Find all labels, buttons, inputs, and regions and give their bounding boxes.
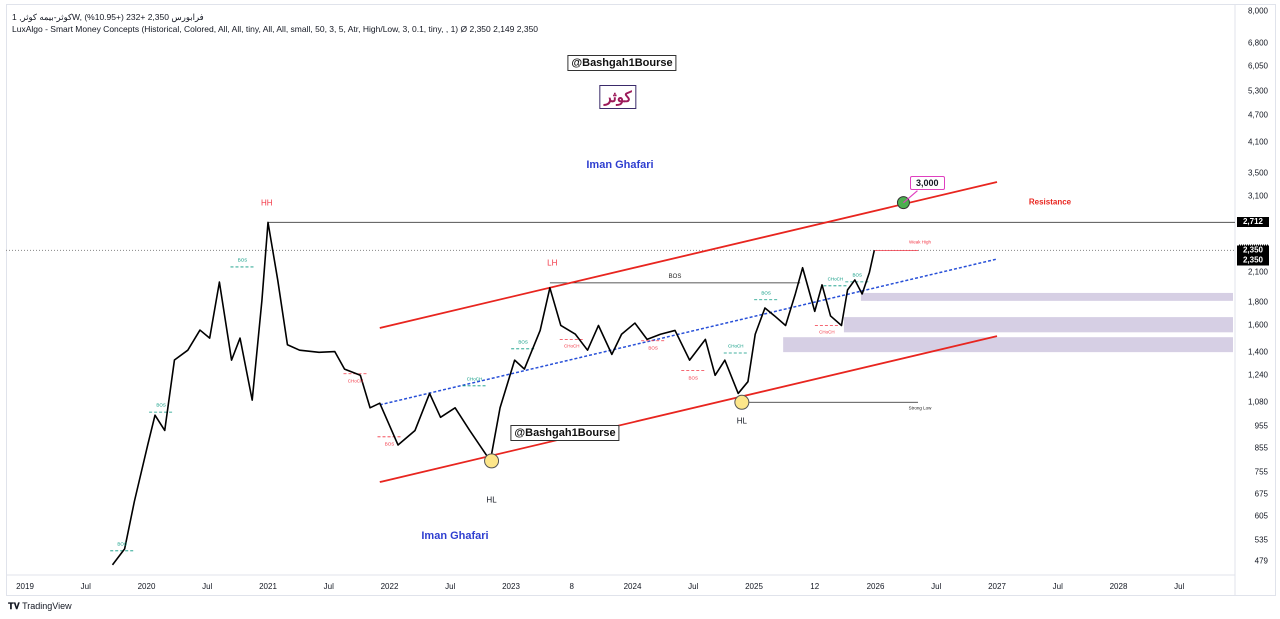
- resistance-label: Resistance: [1028, 197, 1072, 207]
- watermark-symbol: کوثر: [599, 85, 637, 109]
- structure-label-bos: BOS: [761, 290, 771, 296]
- structure-label-bos: BOS: [648, 345, 658, 351]
- watermark-handle-top: @Bashgah1Bourse: [567, 55, 677, 71]
- y-tick-label: 755: [1254, 467, 1268, 477]
- x-tick-label: 2021: [259, 582, 277, 591]
- x-tick-label: Jul: [688, 582, 699, 591]
- swing-label-lh: LH: [547, 258, 558, 268]
- structure-label-choch: CHoCH: [819, 329, 835, 335]
- price-tag-second: 2,350: [1242, 255, 1264, 265]
- watermark-author-bottom: Iman Ghafari: [421, 530, 489, 542]
- x-tick-label: 2023: [502, 582, 520, 591]
- weak-high-label: Weak High: [909, 239, 931, 245]
- swing-label-hl: HL: [486, 495, 497, 505]
- x-tick-label: 2024: [623, 582, 642, 591]
- symbol-legend[interactable]: کوثر-بیمه کوثر, 1W, فرابورس 2,350 +232 (…: [12, 12, 204, 23]
- strong-low-label: Strong Low: [908, 405, 932, 411]
- order-block-zone: [860, 292, 1233, 301]
- structure-label-bos: BOS: [518, 339, 528, 345]
- x-tick-label: 2025: [745, 582, 763, 591]
- swing-label-hl: HL: [736, 416, 747, 426]
- y-tick-label: 855: [1254, 443, 1268, 453]
- chart-frame: [6, 4, 1276, 596]
- y-tick-label: 6,800: [1247, 38, 1268, 48]
- x-tick-label: Jul: [323, 582, 334, 591]
- structure-label-bos: BOS: [688, 375, 699, 381]
- channel-bottom-trendline: [379, 335, 998, 483]
- structure-label-choch: CHoCH: [563, 343, 580, 349]
- indicator-values: Ø 2,350 2,149 2,350: [460, 24, 539, 34]
- y-tick-label: 5,300: [1247, 86, 1268, 96]
- price-line: [111, 221, 876, 566]
- y-tick-label: 2,100: [1247, 267, 1268, 277]
- channel-top-trendline: [379, 181, 998, 329]
- y-tick-label: 1,240: [1247, 370, 1268, 380]
- y-tick-label: 1,400: [1247, 347, 1268, 357]
- order-block-zone: [843, 317, 1233, 333]
- bos-label: BOS: [668, 273, 682, 280]
- brand-name: TradingView: [22, 601, 72, 611]
- tradingview-logo[interactable]: 𝐓𝐕 TradingView: [8, 601, 72, 612]
- structure-label-bos: BOS: [156, 402, 166, 408]
- target-callout: 3,000: [910, 176, 945, 190]
- y-tick-label: 479: [1254, 556, 1268, 566]
- tv-logo-icon: 𝐓𝐕: [8, 601, 20, 611]
- x-tick-label: Jul: [80, 582, 91, 591]
- structure-label-choch: CHoCH: [827, 276, 844, 282]
- y-tick-label: 6,050: [1247, 61, 1268, 71]
- x-tick-label: 2019: [16, 582, 34, 591]
- structure-label-bos: BOS: [117, 541, 127, 547]
- indicator-legend[interactable]: LuxAlgo - Smart Money Concepts (Historic…: [12, 24, 538, 34]
- order-block-zone: [783, 337, 1233, 353]
- x-tick-label: Jul: [445, 582, 456, 591]
- x-tick-label: 2026: [866, 582, 885, 591]
- x-tick-label: Jul: [202, 582, 213, 591]
- swing-label-hh: HH: [261, 198, 273, 208]
- x-tick-label: 2020: [137, 582, 156, 591]
- y-tick-label: 955: [1254, 421, 1268, 431]
- structure-label-bos: BOS: [237, 257, 248, 263]
- x-tick-label: Jul: [1174, 582, 1185, 591]
- structure-label-choch: CHoCH: [347, 378, 364, 384]
- y-tick-label: 605: [1254, 511, 1268, 521]
- y-tick-label: 3,100: [1247, 191, 1268, 201]
- price-change: +232 (+10.95%): [84, 12, 146, 22]
- watermark-handle-mid: @Bashgah1Bourse: [510, 425, 620, 441]
- x-tick-label: 2028: [1109, 582, 1128, 591]
- symbol-name: کوثر-بیمه کوثر, 1W, فرابورس: [12, 12, 204, 22]
- x-tick-label: Jul: [931, 582, 942, 591]
- y-tick-label: 1,080: [1247, 397, 1268, 407]
- callout-pointer: [903, 190, 918, 204]
- y-tick-label: 3,500: [1247, 168, 1268, 178]
- indicator-name: LuxAlgo - Smart Money Concepts (Historic…: [12, 24, 459, 34]
- structure-label-choch: CHoCH: [466, 376, 483, 382]
- y-tick-label: 1,800: [1247, 297, 1268, 307]
- x-tick-label: 2027: [988, 582, 1006, 591]
- pivot-marker: [734, 394, 750, 410]
- midline-trendline: [379, 258, 998, 406]
- y-tick-label: 8,000: [1247, 6, 1268, 16]
- price-tag: 2,350 2,350: [1237, 244, 1269, 266]
- pivot-marker: [484, 453, 500, 469]
- structure-label-choch: CHoCH: [728, 343, 744, 349]
- y-tick-label: 1,600: [1247, 320, 1268, 330]
- y-tick-label: 675: [1254, 489, 1268, 499]
- y-tick-label: 535: [1254, 535, 1268, 545]
- y-tick-label: 4,700: [1247, 110, 1268, 120]
- price-tag: 2,712: [1237, 217, 1269, 228]
- x-tick-label: 12: [810, 582, 820, 591]
- x-tick-label: 2022: [380, 582, 399, 591]
- watermark-author-top: Iman Ghafari: [586, 159, 654, 171]
- structure-label-bos: BOS: [384, 441, 395, 447]
- structure-label-bos: BOS: [852, 272, 863, 278]
- x-tick-label: 8: [569, 582, 574, 591]
- x-tick-label: Jul: [1052, 582, 1063, 591]
- y-tick-label: 4,100: [1247, 137, 1268, 147]
- last-price: 2,350: [147, 12, 169, 22]
